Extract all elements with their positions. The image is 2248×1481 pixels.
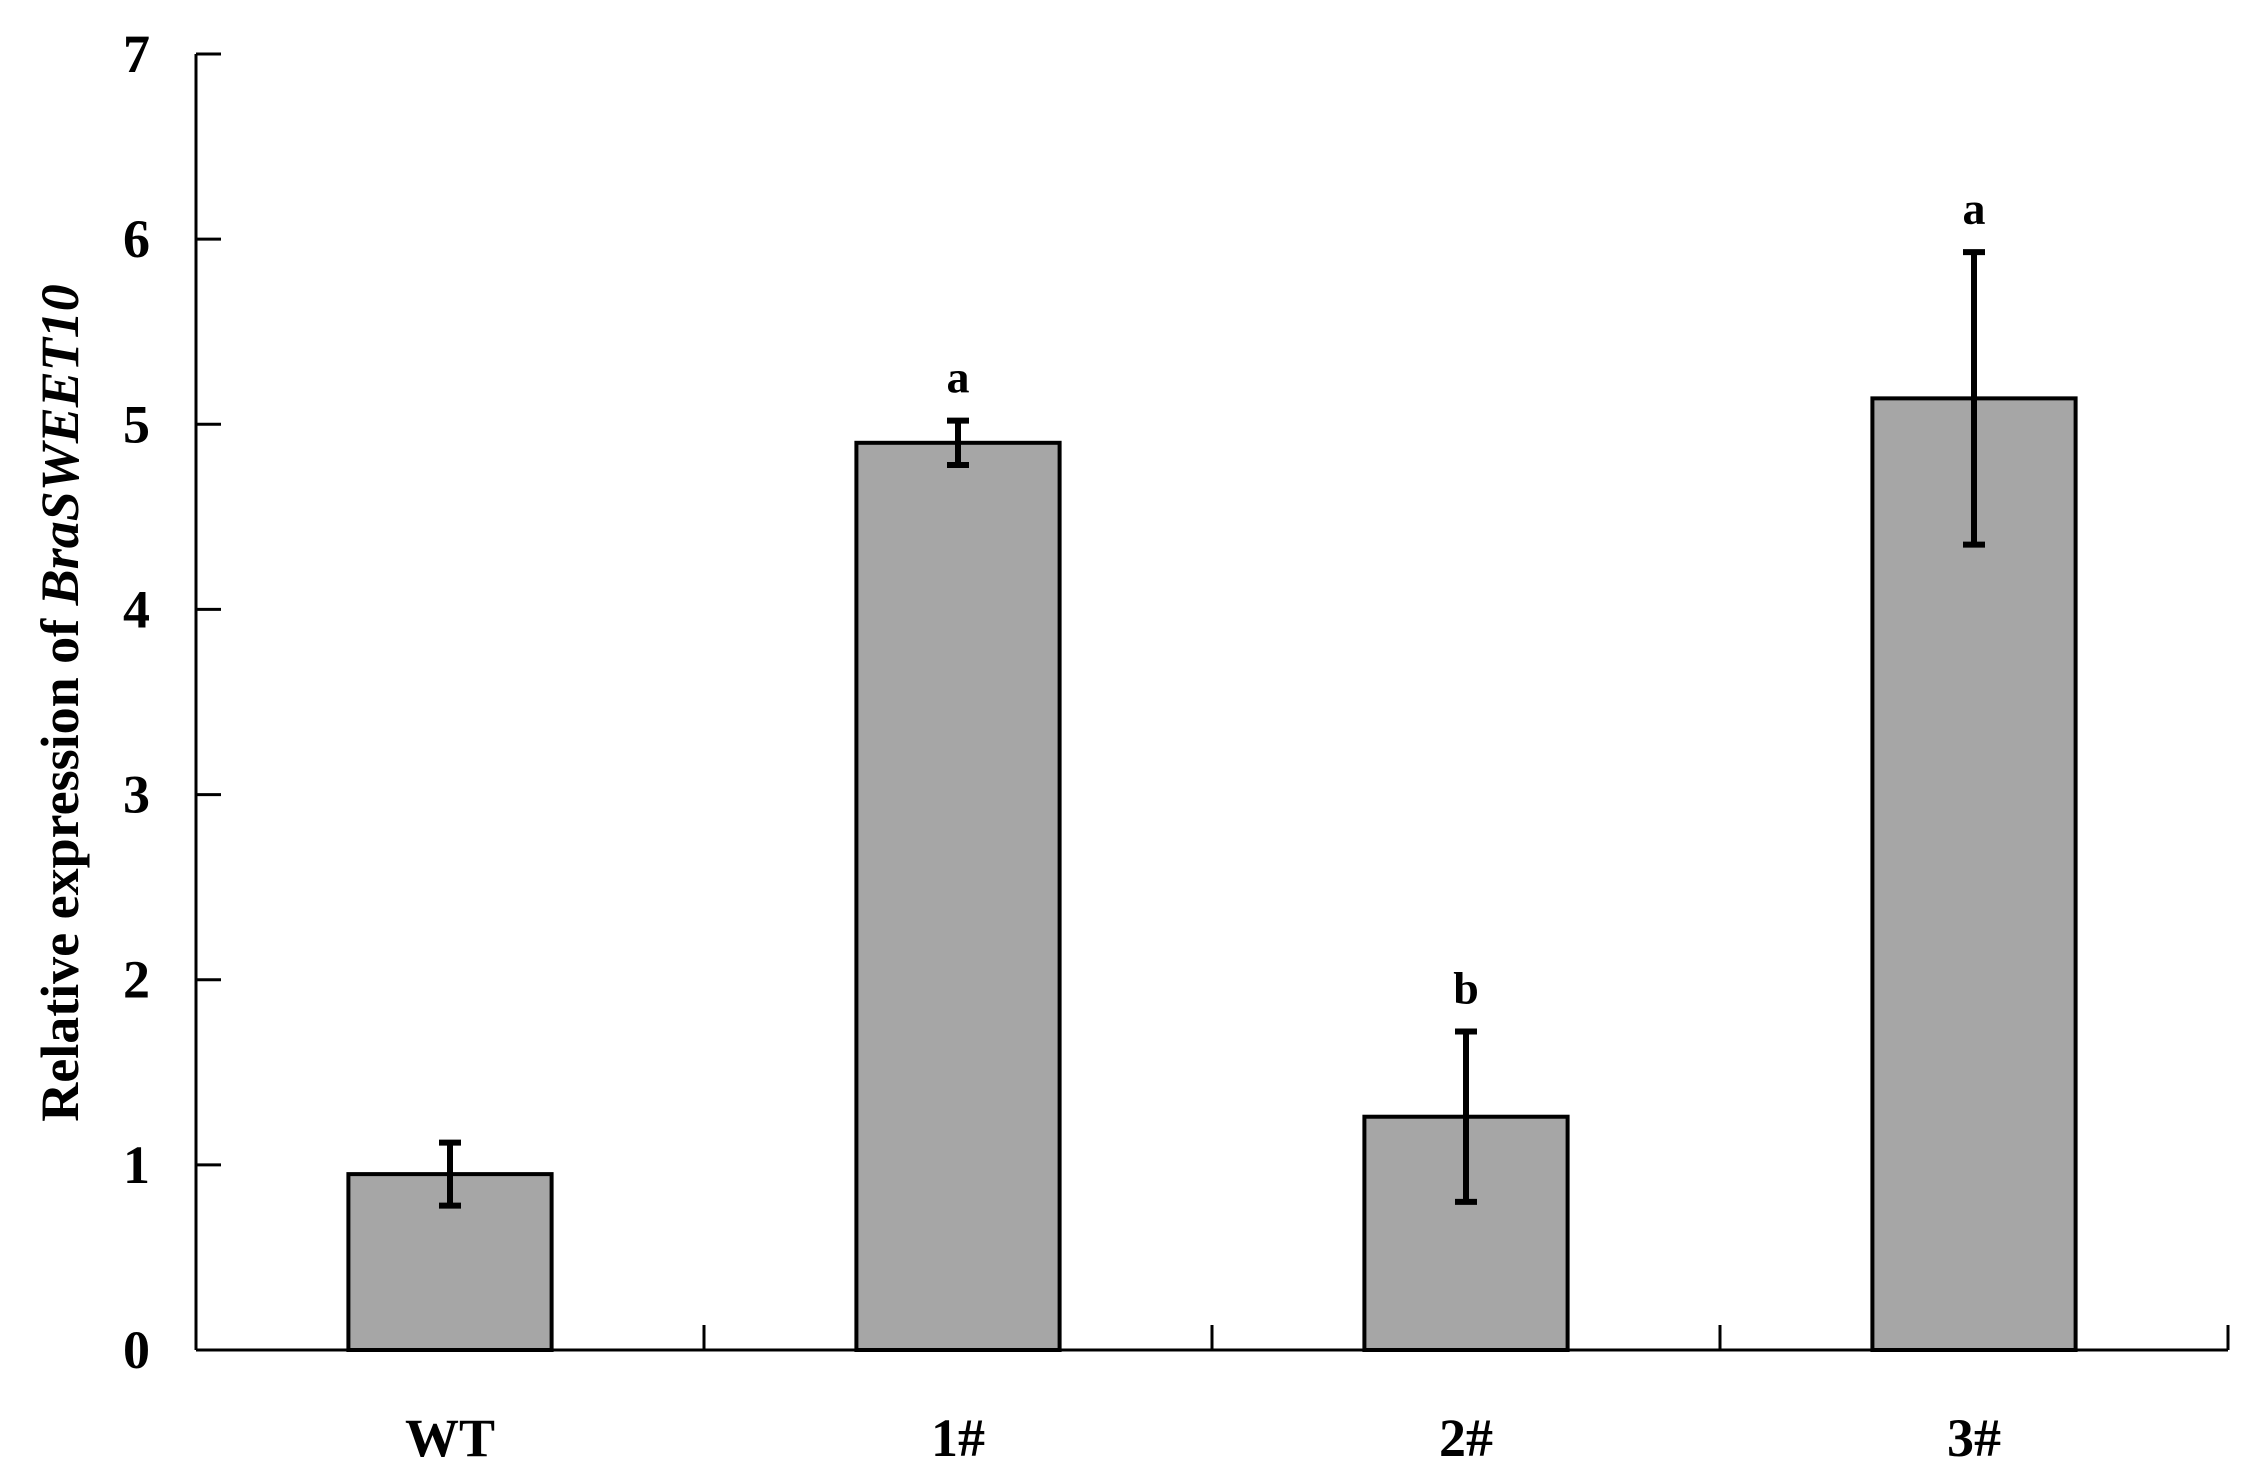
significance-label: a — [947, 352, 970, 403]
bars — [346, 396, 2078, 1352]
x-tick-label: 2# — [1439, 1408, 1493, 1468]
error-bars — [439, 249, 1985, 1209]
error-bar — [947, 417, 969, 469]
y-tick-label: 2 — [123, 950, 150, 1010]
y-tick-label: 0 — [123, 1320, 150, 1380]
y-tick-label: 1 — [123, 1135, 150, 1195]
error-bar — [1963, 249, 1985, 548]
y-tick-label: 6 — [123, 209, 150, 269]
bar — [1870, 396, 2078, 1352]
y-tick-label: 5 — [123, 394, 150, 454]
error-bar — [1455, 1028, 1477, 1205]
significance-label: a — [1963, 183, 1986, 234]
y-axis: 0 1 2 3 4 5 6 7 — [123, 24, 221, 1380]
x-tick-label: WT — [405, 1408, 495, 1468]
significance-label: b — [1453, 963, 1479, 1014]
bar — [854, 440, 1062, 1352]
x-tick-label: 1# — [931, 1408, 985, 1468]
y-axis-title: Relative expression of BraSWEET10 — [30, 284, 90, 1122]
y-tick-label: 3 — [123, 765, 150, 825]
y-tick-label: 7 — [123, 24, 150, 84]
significance-labels: a b a — [947, 183, 1986, 1013]
x-tick-label: 3# — [1947, 1408, 2001, 1468]
y-tick-label: 4 — [123, 579, 150, 639]
y-axis-title-gene: BraSWEET10 — [30, 284, 90, 606]
error-bar — [439, 1139, 461, 1209]
y-axis-title-prefix: Relative expression of — [30, 605, 90, 1121]
